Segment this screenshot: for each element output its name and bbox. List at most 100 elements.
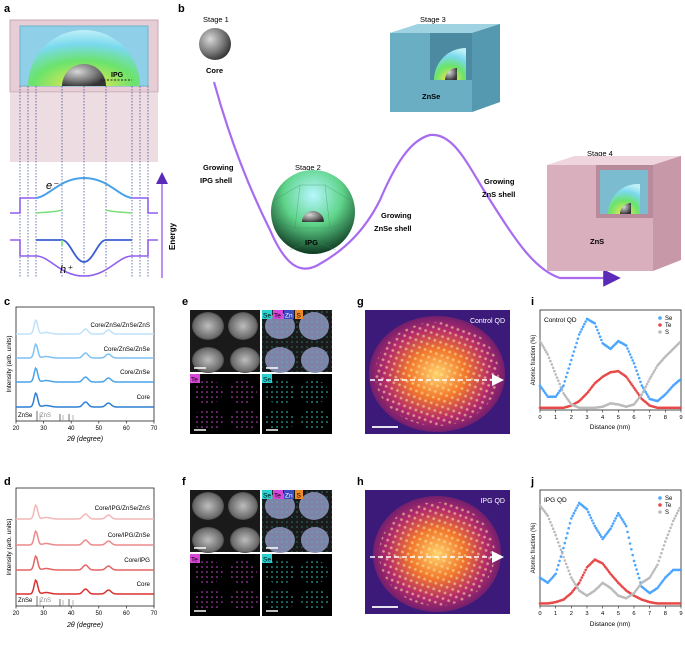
profile-point-s: [545, 350, 548, 354]
xrd-d-ylabel: Intensity (arb. units): [6, 518, 13, 575]
profile-point-s: [653, 368, 657, 372]
profile-point-se: [559, 555, 563, 558]
profile-point-se: [572, 511, 576, 515]
profile-i-ylabel: Atomic fraction (%): [531, 335, 537, 386]
profile-point-s: [644, 385, 648, 389]
profile-point-s: [549, 359, 552, 363]
profile-point-se: [615, 514, 619, 518]
stage2-label: Stage 2: [295, 163, 321, 172]
profile-point-te: [574, 586, 577, 590]
panel-label-d: d: [4, 476, 11, 488]
profile-point-se: [594, 526, 598, 530]
tag-zn-f: Zn: [285, 493, 293, 500]
profile-point-s: [648, 377, 651, 381]
profile-point-se: [600, 338, 603, 342]
profile-point-se: [564, 536, 568, 540]
xrd-d-label-2: Core/IPG: [124, 557, 150, 564]
profile-point-s: [557, 379, 560, 383]
profile-point-s: [551, 527, 555, 530]
profile-point-te: [634, 388, 637, 391]
profile-point-se: [602, 536, 606, 539]
tag-se-f: Se: [263, 493, 271, 500]
xrd-chart-d: Core/IPG/ZnSe/ZnS Core/IPG/ZnSe Core/IPG…: [6, 487, 158, 629]
growing-zns-1: Growing: [484, 177, 515, 186]
xrd-tick-label: 40: [68, 426, 75, 432]
profile-tick-label: 6: [632, 611, 635, 617]
xrd-series-line: [16, 554, 154, 571]
panel-label-g: g: [357, 296, 364, 308]
profile-tick-label: 0: [538, 611, 541, 617]
profile-point-se: [566, 531, 569, 535]
profile-point-s: [675, 511, 679, 515]
profile-point-se: [635, 369, 638, 373]
haadf-panel-h: IPG QD: [365, 490, 510, 614]
profile-point-se: [621, 518, 624, 521]
profile-tick-label: 4: [601, 611, 605, 617]
profile-point-s: [559, 385, 563, 389]
profile-point-se: [617, 511, 620, 515]
profile-point-te: [606, 569, 610, 572]
profile-tick-label: 0: [538, 415, 541, 421]
xrd-tick-label: 60: [123, 611, 130, 617]
profile-point-te: [635, 390, 638, 393]
profile-point-s: [559, 548, 563, 551]
energy-label: Energy: [168, 222, 177, 250]
profile-i-points: [538, 317, 681, 410]
profile-point-s: [560, 552, 564, 555]
growing-znse-1: Growing: [381, 211, 412, 220]
profile-point-s: [668, 529, 671, 533]
haadf-panel-g: Control QD: [365, 310, 510, 434]
profile-point-se: [626, 530, 629, 534]
profile-point-s: [576, 587, 580, 590]
profile-point-te: [631, 384, 634, 388]
profile-point-se: [576, 337, 580, 341]
profile-point-se: [571, 354, 574, 358]
profile-point-s: [566, 566, 569, 569]
profile-point-se: [628, 353, 632, 356]
profile-point-s: [665, 536, 668, 540]
profile-point-s: [551, 366, 555, 370]
xrd-d-label-0: Core/IPG/ZnSe/ZnS: [95, 505, 150, 512]
profile-tick-label: 7: [648, 415, 651, 421]
profile-i-xlabel: Distance (nm): [590, 424, 630, 431]
profile-tick-label: 7: [648, 611, 651, 617]
profile-point-s: [649, 375, 653, 379]
profile-point-s: [558, 544, 561, 548]
profile-point-s: [547, 517, 551, 521]
profile-tick-label: 9: [679, 611, 682, 617]
xrd-c-label-0: Core/ZnSe/ZnSe/ZnS: [91, 322, 151, 329]
profile-point-se: [555, 568, 559, 571]
profile-j-points: [538, 501, 681, 605]
hole-label: h⁺: [60, 264, 73, 276]
profile-point-se: [637, 576, 641, 580]
xrd-d-series-container: [16, 503, 154, 595]
profile-point-se: [585, 508, 589, 511]
panel-label-b: b: [178, 3, 185, 15]
profile-point-se: [622, 520, 625, 524]
profile-point-s: [554, 533, 557, 537]
profile-tick-label: 1: [554, 415, 557, 421]
profile-point-te: [583, 571, 586, 574]
profile-point-se: [579, 330, 582, 334]
profile-point-se: [554, 395, 557, 399]
profile-tick-label: 1: [554, 611, 557, 617]
profile-point-s: [670, 523, 674, 526]
profile-point-s: [554, 373, 557, 376]
profile-point-s: [653, 567, 657, 571]
xrd-d-xlabel: 2θ (degree): [66, 622, 103, 629]
profile-point-s: [547, 356, 551, 360]
xrd-series-line: [16, 366, 154, 383]
profile-point-se: [568, 363, 572, 366]
profile-point-se: [630, 356, 633, 359]
legend-i-te: Te: [665, 323, 672, 329]
core-label: Core: [206, 66, 223, 75]
profile-point-se: [555, 393, 559, 397]
profile-point-se: [644, 390, 648, 394]
profile-point-se: [588, 513, 591, 517]
tag-s-e: S: [297, 313, 302, 320]
profile-tick-label: 5: [617, 415, 620, 421]
xrd-series-line: [16, 578, 154, 595]
profile-tick-label: 5: [617, 611, 620, 617]
profile-point-se: [557, 391, 560, 395]
profile-point-se: [562, 384, 565, 387]
